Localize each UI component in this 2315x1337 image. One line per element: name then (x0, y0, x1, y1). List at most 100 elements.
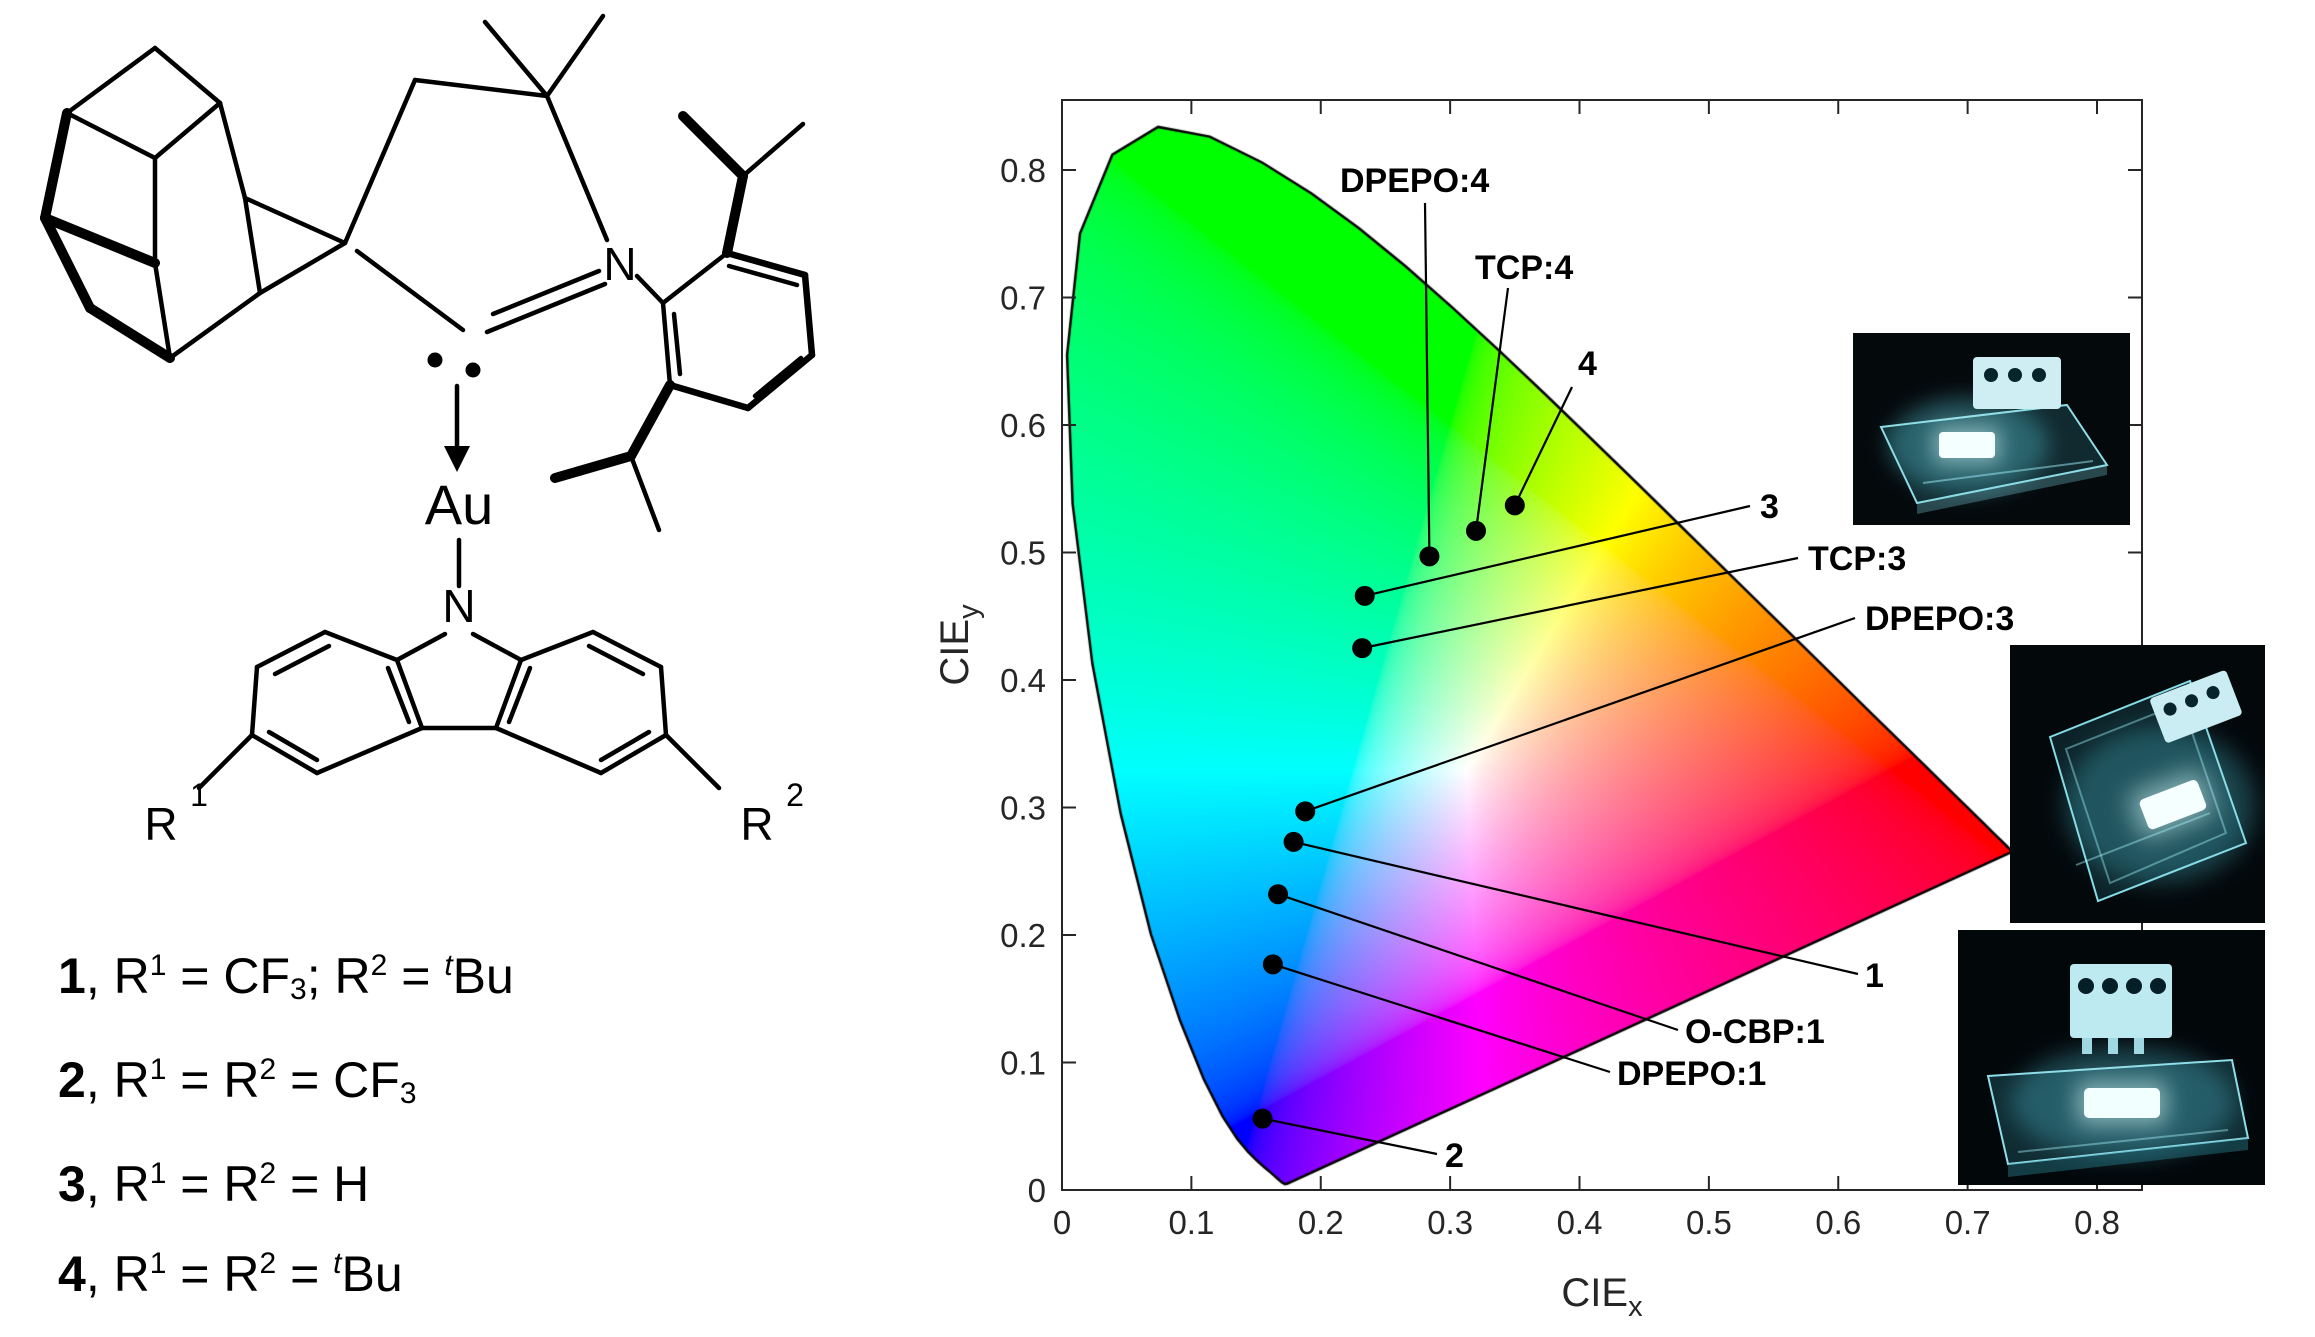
leader-line (1304, 616, 1856, 813)
contact-connector (1973, 357, 2061, 409)
x-tick-label: 0 (1053, 1204, 1071, 1241)
device-photo-bottom (1958, 930, 2265, 1190)
leader-line (1423, 202, 1431, 557)
x-tick-label: 0.8 (2074, 1204, 2120, 1241)
x-tick-label: 0.7 (1945, 1204, 1991, 1241)
compound-number: 1 (58, 948, 86, 1004)
point-label: 3 (1760, 488, 1779, 526)
point-label: 4 (1578, 345, 1597, 383)
point-label: 1 (1865, 957, 1884, 995)
data-point (1262, 954, 1283, 975)
oled-emitting-area (2139, 780, 2207, 830)
contact-connector (2070, 964, 2172, 1038)
point-label: TCP:4 (1475, 249, 1573, 287)
device-photo-middle (2010, 645, 2265, 928)
connector-hole (2126, 978, 2142, 994)
data-point (1419, 546, 1440, 567)
oled-emitting-area (1939, 432, 1995, 458)
connector-hole (2102, 978, 2118, 994)
compound-legend: 1, R1 = CF3; R2 = tBu 2, R1 = R2 = CF3 3, … (58, 926, 514, 1314)
legend-text: = R (166, 1156, 260, 1212)
connector-hole (2150, 978, 2166, 994)
glass-edge (1917, 465, 2107, 514)
legend-text: , R (85, 1156, 150, 1212)
legend-line: 2, R1 = R2 = CF3 (58, 1030, 514, 1134)
legend-text: = (276, 1246, 334, 1302)
connector-hole (2032, 368, 2046, 382)
data-point (1466, 520, 1486, 541)
superscript: 2 (370, 949, 388, 982)
atom-label-carbazole-n: N (442, 580, 475, 632)
y-tick-label: 0.3 (1000, 790, 1046, 827)
y-tick-label: 0.4 (1000, 662, 1046, 699)
r2-superscript: 2 (786, 777, 804, 813)
glass-edge (2008, 1138, 2248, 1177)
point-label: DPEPO:4 (1340, 162, 1489, 200)
leader-line (1361, 556, 1799, 650)
legend-text: = (387, 948, 445, 1004)
superscript: 2 (259, 1157, 277, 1190)
legend-text: = R (166, 1052, 260, 1108)
x-tick-label: 0.3 (1427, 1204, 1473, 1241)
y-axis-label: CIEy (933, 604, 985, 686)
legend-text: = CF (166, 948, 291, 1004)
data-point (1295, 801, 1316, 822)
legend-text: ; R (306, 948, 371, 1004)
y-tick-label: 0.5 (1000, 535, 1046, 572)
glass-reflection (2075, 812, 2211, 866)
device-photo-top (1853, 333, 2130, 530)
leader-line (1293, 840, 1859, 976)
compound-number: 3 (58, 1156, 86, 1212)
x-axis-label: CIEx (1561, 1271, 1643, 1323)
compound-number: 2 (58, 1052, 86, 1108)
data-point (1504, 495, 1525, 516)
italic-superscript: t (444, 949, 453, 982)
superscript: 1 (149, 1247, 167, 1280)
connector-hole (2163, 702, 2177, 716)
connector-hole (2185, 694, 2199, 708)
legend-line: 1, R1 = CF3; R2 = tBu (58, 926, 514, 1030)
atom-label-gold: Au (425, 473, 494, 536)
legend-text: , R (85, 1052, 150, 1108)
y-tick-label: 0.1 (1000, 1045, 1046, 1082)
point-label: O-CBP:1 (1685, 1013, 1825, 1051)
legend-text: = CF (276, 1052, 400, 1108)
connector-leg (2108, 1038, 2118, 1054)
compound-number: 4 (58, 1246, 86, 1302)
superscript: 1 (149, 1053, 167, 1086)
carbene-lone-pair (427, 352, 481, 378)
italic-superscript: t (333, 1247, 342, 1280)
y-tick-label: 0.8 (1000, 152, 1046, 189)
glass-reflection (1922, 460, 2094, 484)
dipp-group (550, 111, 816, 533)
legend-text: Bu (452, 948, 514, 1004)
data-point (1268, 884, 1289, 905)
point-label: DPEPO:1 (1617, 1055, 1766, 1093)
r1-superscript: 1 (190, 777, 208, 813)
cie-plot-svg: 0 0.1 0.2 0.3 0.4 0.5 0.6 0.7 0.8 0 0.1 0.2 0.3 0.4 0.… (933, 99, 2143, 1323)
legend-line: 4, R1 = R2 = tBu (58, 1224, 514, 1314)
leader-line (1272, 963, 1611, 1074)
legend-text: Bu (341, 1246, 403, 1302)
x-tick-label: 0.6 (1815, 1204, 1861, 1241)
legend-text: , R (85, 948, 150, 1004)
legend-line: 3, R1 = R2 = H (58, 1134, 514, 1224)
superscript: 1 (149, 949, 167, 982)
x-tick-label: 0.5 (1686, 1204, 1732, 1241)
dative-arrow (444, 383, 470, 472)
y-tick-label: 0.7 (1000, 280, 1046, 317)
leader-line (1364, 504, 1751, 597)
data-point (1283, 831, 1304, 852)
r2-label: R (740, 798, 773, 850)
contact-connector (2150, 670, 2242, 743)
atom-label-caac-n: N (603, 238, 636, 290)
data-point (1352, 638, 1373, 659)
glass-reflection (2017, 1129, 2229, 1153)
legend-text: , R (85, 1246, 150, 1302)
y-tick-label: 0.2 (1000, 917, 1046, 954)
connector-hole (2206, 686, 2220, 700)
subscript: 3 (290, 973, 307, 1006)
point-label: DPEPO:3 (1865, 600, 2014, 638)
r1-label: R (144, 798, 177, 850)
